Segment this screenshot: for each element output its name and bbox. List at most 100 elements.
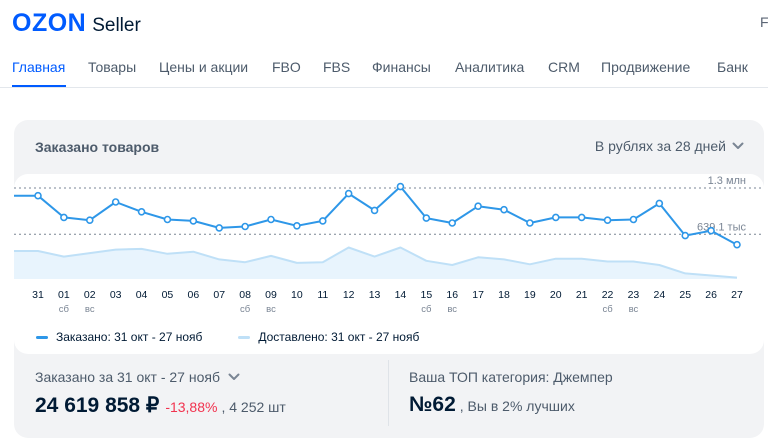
chart-panel: 1.3 млн 639.1 тыс 31 01 сб 02 вс 03 04 05 06 07 08 сб… (14, 174, 764, 354)
x-tick-weekday-label: вс (266, 304, 276, 315)
chart-legend: Заказано: 31 окт - 27 нояб Доставлено: 3… (36, 330, 455, 344)
x-tick-label: 31 (32, 289, 44, 301)
x-tick-weekday-label: сб (602, 304, 613, 315)
ordered-point (215, 224, 224, 232)
x-tick-label: 03 (110, 289, 122, 301)
legend-label-ordered: Заказано: 31 окт - 27 нояб (56, 330, 203, 344)
ordered-point (60, 213, 68, 222)
ordered-point (655, 199, 664, 208)
x-tick-label: 04 (136, 289, 148, 301)
chevron-down-icon (732, 142, 744, 149)
ordered-point (318, 217, 327, 225)
reference-line-label: 1.3 млн (708, 175, 746, 187)
orders-count: , 4 252 шт (221, 399, 286, 415)
x-tick-label: 02 (84, 289, 96, 301)
ordered-series-line (14, 185, 738, 246)
x-tick-weekday-label: вс (447, 304, 457, 315)
ordered-point (733, 240, 741, 249)
x-tick-label: 06 (187, 289, 199, 301)
ordered-point (629, 215, 638, 224)
tab-analytics[interactable]: Аналитика (455, 59, 525, 75)
ordered-point (370, 206, 379, 215)
header-right-text[interactable]: F (760, 14, 768, 30)
x-tick-weekday-label: сб (59, 304, 70, 315)
x-tick-label: 24 (653, 289, 665, 301)
ordered-products-card: Заказано товаров В рублях за 28 дней 1.3… (14, 120, 764, 438)
x-tick-label: 20 (550, 289, 562, 301)
x-tick-label: 27 (731, 289, 743, 301)
tab-promotion[interactable]: Продвижение (601, 59, 691, 75)
x-tick-label: 21 (576, 289, 588, 301)
period-dropdown[interactable]: В рублях за 28 дней (595, 138, 744, 154)
ordered-point (111, 198, 120, 206)
legend-item-ordered[interactable]: Заказано: 31 окт - 27 нояб (36, 330, 202, 344)
ordered-point (34, 191, 42, 200)
ordered-point (526, 219, 534, 227)
legend-label-delivered: Доставлено: 31 окт - 27 нояб (258, 330, 420, 344)
orders-summary-selector[interactable]: Заказано за 31 окт - 27 нояб (35, 369, 286, 385)
tab-crm[interactable]: CRM (548, 59, 580, 75)
x-tick-label: 26 (705, 289, 717, 301)
stat-divider (388, 360, 389, 426)
ordered-point (681, 231, 690, 240)
delivered-series-line (14, 246, 738, 279)
ordered-point (422, 214, 431, 222)
tab-fbs[interactable]: FBS (323, 59, 351, 75)
legend-item-delivered[interactable]: Доставлено: 31 окт - 27 нояб (238, 330, 419, 344)
main-nav: Главная Товары Цены и акции FBO FBS Фина… (0, 50, 768, 88)
x-tick-label: 09 (265, 289, 277, 301)
ordered-point (551, 213, 560, 222)
logo-subtitle: Seller (92, 15, 141, 36)
tab-fbo[interactable]: FBO (272, 59, 301, 75)
tab-bank[interactable]: Банк (717, 59, 748, 75)
tab-prices-promotions[interactable]: Цены и акции (159, 59, 249, 75)
ozon-seller-logo[interactable]: OZON Seller (12, 9, 141, 40)
top-category-label: Ваша ТОП категория: Джемпер (409, 369, 613, 385)
x-tick-label: 16 (446, 289, 458, 301)
x-tick-label: 11 (317, 289, 328, 301)
x-tick-label: 01 (58, 289, 70, 301)
x-tick-label: 15 (420, 289, 432, 301)
x-tick-label: 18 (498, 289, 510, 301)
ordered-point (267, 215, 275, 224)
card-title: Заказано товаров (35, 139, 160, 155)
x-tick-label: 05 (162, 289, 174, 301)
orders-amount: 24 619 858 ₽ (35, 394, 160, 417)
tab-home[interactable]: Главная (12, 59, 66, 75)
active-tab-indicator (12, 85, 66, 87)
top-category-note: , Вы в 2% лучших (459, 398, 575, 414)
x-tick-label: 22 (602, 289, 614, 301)
orders-summary-values: 24 619 858 ₽ -13,88% , 4 252 шт (35, 393, 286, 418)
x-tick-weekday-label: вс (85, 304, 95, 315)
x-tick-weekday-label: сб (240, 304, 251, 315)
orders-summary: Заказано за 31 окт - 27 нояб 24 619 858 … (35, 369, 286, 418)
ordered-point (448, 219, 457, 227)
ordered-point (577, 213, 586, 222)
x-tick-label: 12 (343, 289, 355, 301)
tab-finance[interactable]: Финансы (372, 59, 431, 75)
x-tick-label: 17 (472, 289, 484, 301)
ordered-point (344, 189, 353, 198)
top-category-label-row: Ваша ТОП категория: Джемпер (409, 369, 613, 385)
period-dropdown-label: В рублях за 28 дней (594, 138, 726, 154)
x-tick-label: 08 (239, 289, 251, 301)
legend-swatch-ordered (36, 335, 48, 339)
ordered-point (500, 205, 508, 214)
x-tick-label: 10 (291, 289, 303, 301)
top-category-rank: №62 (409, 393, 456, 416)
tab-products[interactable]: Товары (88, 59, 137, 75)
ordered-point (396, 182, 405, 191)
x-tick-label: 07 (213, 289, 225, 301)
ordered-point (163, 215, 172, 224)
ordered-point (707, 226, 715, 235)
ordered-point (603, 216, 612, 225)
orders-change: -13,88% (165, 399, 218, 415)
logo-mark: OZON (12, 9, 87, 37)
x-tick-weekday-label: сб (421, 304, 432, 315)
app-header: OZON Seller F (0, 0, 768, 46)
x-tick-label: 25 (679, 289, 691, 301)
ordered-point (474, 202, 482, 211)
x-tick-label: 23 (628, 289, 640, 301)
top-category: Ваша ТОП категория: Джемпер №62 , Вы в 2… (409, 369, 613, 417)
